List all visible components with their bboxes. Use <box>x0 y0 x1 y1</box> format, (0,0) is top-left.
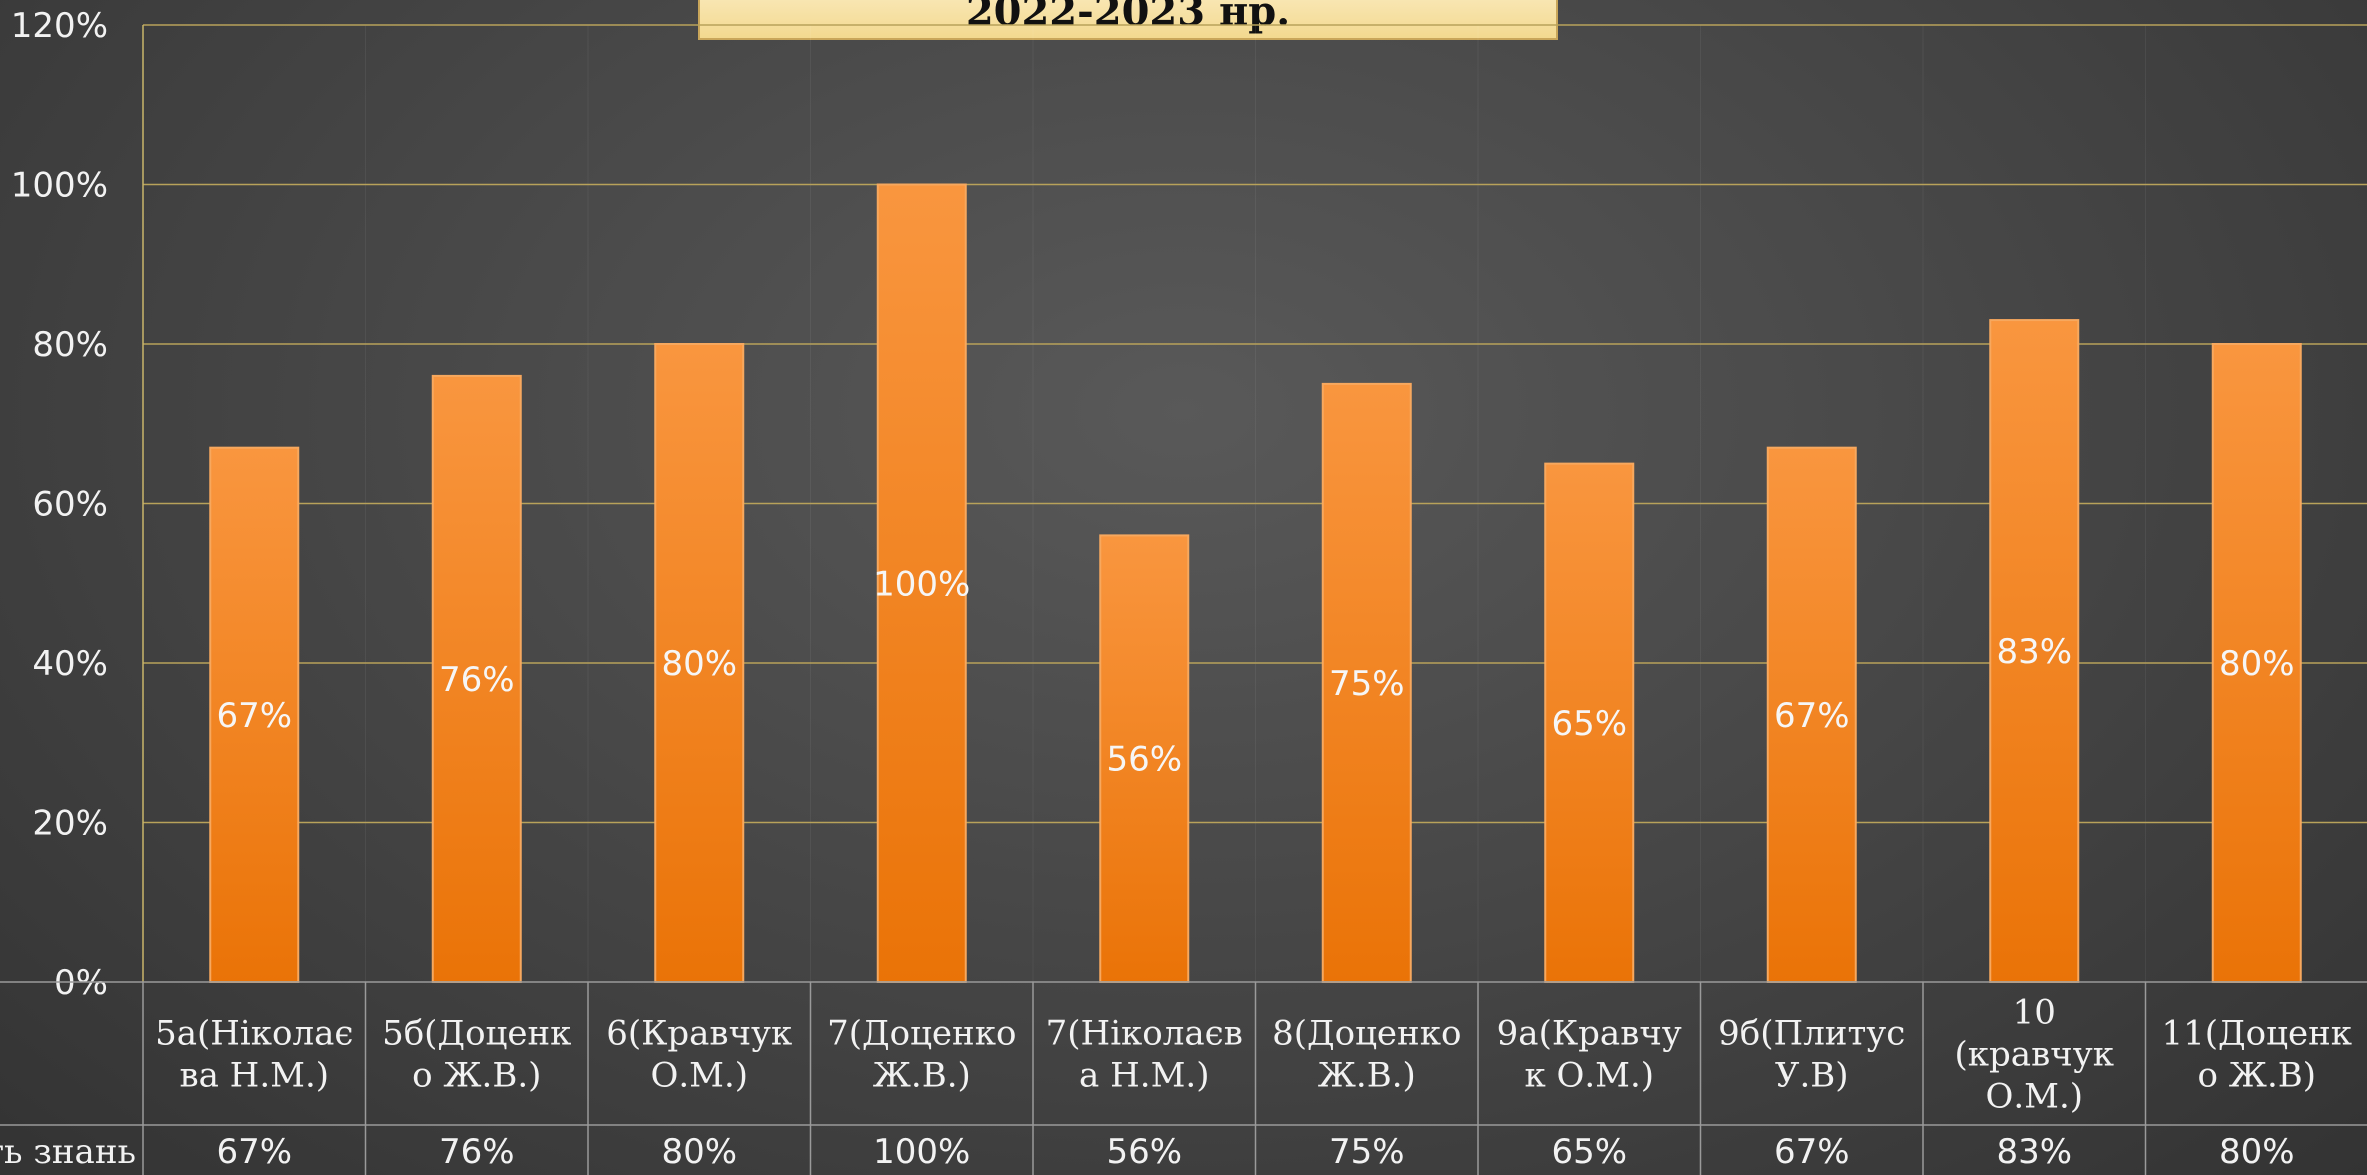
bar <box>876 183 967 983</box>
table-value-cell: 76% <box>439 1132 515 1172</box>
category-label: 10 (кравчук О.М.) <box>1955 993 2114 1117</box>
category-label: 9а(Кравчу к О.М.) <box>1497 1014 1682 1096</box>
bar-value-labels: 67% 76% 80% 100% 56% 75% 65% 67% 83% 80% <box>216 564 2294 779</box>
category-label: 6(Кравчук О.М.) <box>606 1014 792 1096</box>
table-value-cell: 80% <box>2219 1132 2295 1172</box>
bar-value-label: 100% <box>873 564 970 604</box>
table-value-cell: 100% <box>873 1132 970 1172</box>
y-tick-label: 60% <box>32 485 108 525</box>
bar <box>1989 319 2080 983</box>
bar <box>209 446 300 983</box>
category-label: 5б(Доценк о Ж.В.) <box>382 1014 571 1096</box>
bar <box>654 343 745 983</box>
category-label: 8(Доценко Ж.В.) <box>1272 1014 1461 1096</box>
table-value-cell: 56% <box>1106 1132 1182 1172</box>
bar <box>1544 462 1635 983</box>
table-value-cell: 80% <box>661 1132 737 1172</box>
category-label: 7(Ніколаєв а Н.М.) <box>1046 1014 1243 1096</box>
table-value-cell: 67% <box>1774 1132 1850 1172</box>
category-label: 9б(Плитус У.В) <box>1718 1014 1905 1096</box>
y-axis-ticks: 0% 20% 40% 60% 80% 100% 120% <box>11 6 108 1003</box>
chart-title: 2022-2023 нр. <box>965 0 1291 35</box>
bar-value-label: 65% <box>1551 704 1627 744</box>
table-value-cell: 65% <box>1551 1132 1627 1172</box>
table-value-cell: 67% <box>216 1132 292 1172</box>
y-tick-label: 100% <box>11 166 108 206</box>
table-value-cell: 75% <box>1329 1132 1405 1172</box>
y-tick-label: 20% <box>32 804 108 844</box>
bar-value-label: 80% <box>2219 644 2295 684</box>
bar-value-label: 56% <box>1106 740 1182 780</box>
bar <box>1321 382 1412 983</box>
table-value-cell: 83% <box>1996 1132 2072 1172</box>
category-label: 5а(Ніколає ва Н.М.) <box>155 1014 353 1096</box>
bar <box>431 374 522 983</box>
series-row-label: ть знань <box>0 1132 136 1172</box>
bar-value-label: 75% <box>1329 664 1405 704</box>
bar <box>1099 534 1190 984</box>
y-tick-label: 120% <box>11 6 108 46</box>
bar-value-label: 67% <box>216 696 292 736</box>
category-label: 7(Доценко Ж.В.) <box>827 1014 1016 1096</box>
bars <box>209 183 2302 984</box>
bar-value-label: 76% <box>439 660 515 700</box>
y-tick-label: 80% <box>32 325 108 365</box>
bar-value-label: 83% <box>1996 632 2072 672</box>
bar-value-label: 67% <box>1774 696 1850 736</box>
bar <box>2211 343 2302 983</box>
y-tick-label: 40% <box>32 644 108 684</box>
bar-value-label: 80% <box>661 644 737 684</box>
y-tick-label: 0% <box>54 963 108 1003</box>
chart-title-box: 2022-2023 нр. <box>698 0 1558 40</box>
data-table: 5а(Ніколає ва Н.М.) 5б(Доценк о Ж.В.) 6(Крав… <box>0 981 2367 1175</box>
category-label: 11(Доценк о Ж.В) <box>2161 1014 2352 1096</box>
bar <box>1766 446 1857 983</box>
